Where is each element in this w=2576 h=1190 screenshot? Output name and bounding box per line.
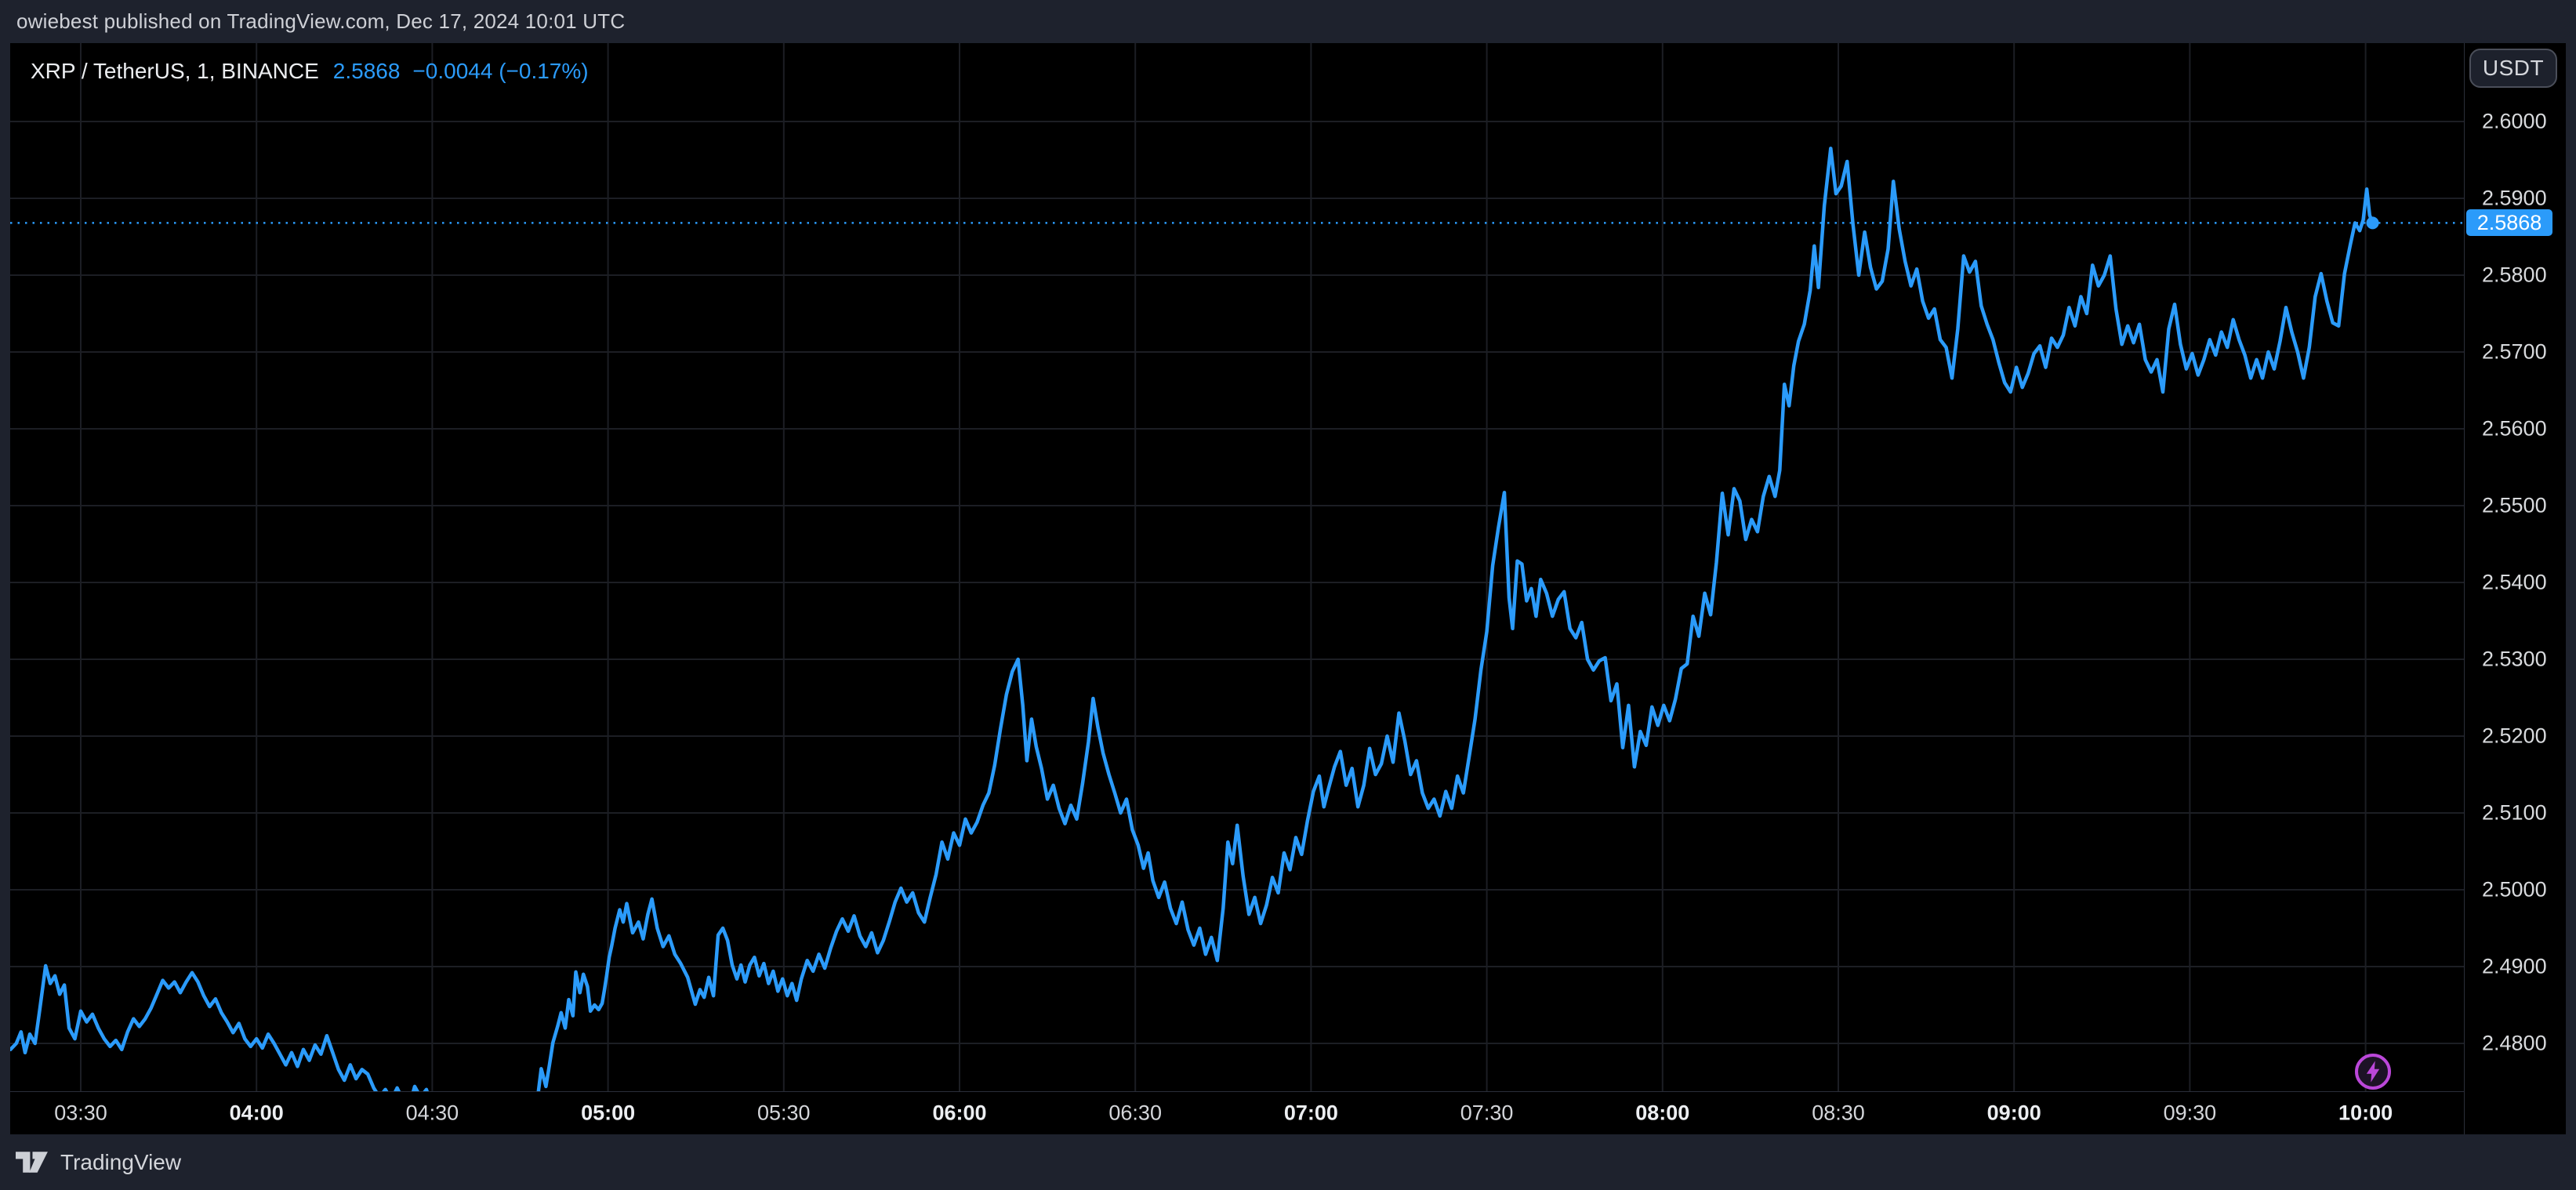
price-tick-label: 2.5900	[2482, 186, 2547, 210]
price-tick-label: 2.5400	[2482, 570, 2547, 594]
publish-attribution-text: owiebest published on TradingView.com, D…	[16, 9, 626, 33]
price-tick-label: 2.5800	[2482, 263, 2547, 287]
time-tick-label: 06:00	[932, 1101, 987, 1125]
last-price-dot	[2366, 216, 2379, 230]
tradingview-logo-icon[interactable]	[16, 1152, 51, 1173]
currency-unit-button[interactable]: USDT	[2469, 49, 2557, 88]
time-tick-label: 09:00	[1986, 1101, 2041, 1125]
footer-bar: TradingView	[0, 1134, 2576, 1190]
time-tick-label: 05:30	[756, 1101, 811, 1125]
price-tick-label: 2.6000	[2482, 109, 2547, 133]
time-axis[interactable]: 03:30 04:00 04:30 05:00 05:30 06:00 06:30 07:00…	[10, 1091, 2464, 1134]
price-tick-label: 2.5200	[2482, 724, 2547, 748]
price-tick-label: 2.5300	[2482, 647, 2547, 671]
price-tick-label: 2.4900	[2482, 954, 2547, 978]
price-tick-label: 2.5100	[2482, 800, 2547, 825]
time-tick-label: 06:30	[1108, 1101, 1162, 1125]
price-tick-label: 2.5500	[2482, 493, 2547, 517]
last-price-value: 2.5868	[332, 59, 401, 83]
time-tick-label: 04:30	[405, 1101, 459, 1125]
time-tick-label: 08:00	[1635, 1101, 1690, 1125]
quote-values: 2.5868 −0.0044 (−0.17%)	[333, 59, 589, 84]
symbol-title: XRP / TetherUS, 1, BINANCE	[31, 59, 319, 83]
tradingview-brand-text[interactable]: TradingView	[60, 1149, 182, 1174]
chart-region: XRP / TetherUS, 1, BINANCE 2.5868 −0.004…	[10, 43, 2566, 1134]
time-tick-label: 09:30	[2163, 1101, 2217, 1125]
last-price-badge: 2.5868	[2466, 209, 2552, 237]
price-axis[interactable]: USDT 2.5868 2.6000 2.5900 2.5800 2.5700 2.56…	[2464, 43, 2566, 1134]
lightning-icon	[2366, 1061, 2379, 1083]
pane-title: XRP / TetherUS, 1, BINANCE 2.5868 −0.004…	[31, 59, 589, 84]
time-tick-label: 08:30	[1812, 1101, 1865, 1125]
price-chart-plot[interactable]	[10, 43, 2464, 1091]
time-tick-label: 04:00	[229, 1101, 284, 1125]
price-tick-label: 2.5600	[2482, 416, 2547, 441]
publish-header: owiebest published on TradingView.com, D…	[0, 0, 2576, 43]
instant-details-button[interactable]	[2354, 1054, 2391, 1090]
price-tick-label: 2.4800	[2482, 1031, 2547, 1055]
time-tick-label: 05:00	[581, 1101, 636, 1125]
time-tick-label: 07:00	[1283, 1101, 1338, 1125]
time-tick-label: 03:30	[54, 1101, 107, 1125]
price-change-value: −0.0044 (−0.17%)	[412, 59, 589, 83]
time-tick-label: 07:30	[1460, 1101, 1514, 1125]
price-line-series	[10, 147, 2375, 1091]
price-tick-label: 2.5700	[2482, 339, 2547, 364]
time-tick-label: 10:00	[2338, 1101, 2393, 1125]
price-tick-label: 2.5000	[2482, 877, 2547, 902]
